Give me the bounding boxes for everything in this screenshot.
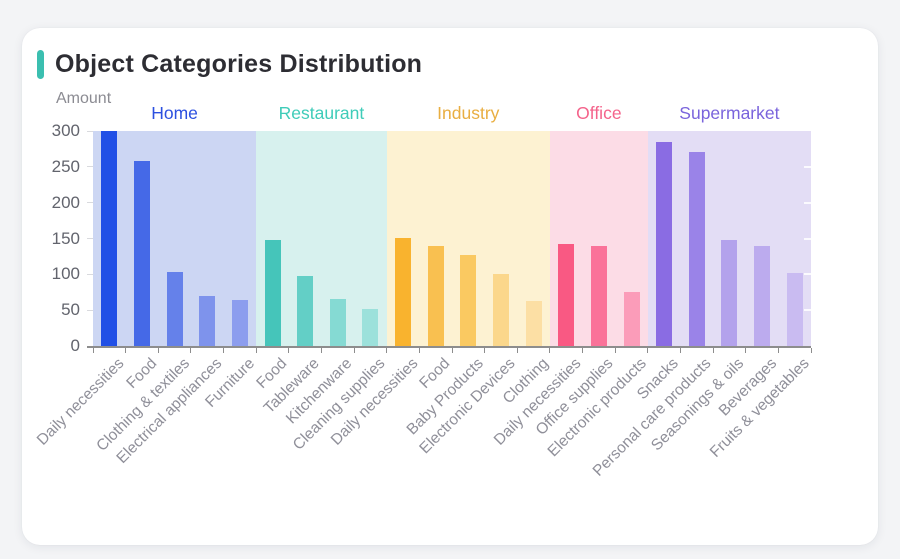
right-tick-mark <box>804 273 811 276</box>
chart-header: Object Categories Distribution <box>37 50 422 79</box>
bar <box>297 275 314 346</box>
x-tick-mark <box>451 348 453 353</box>
y-tick-label: 0 <box>70 336 80 355</box>
x-axis-line <box>87 346 811 348</box>
group-label-office: Office <box>576 103 622 123</box>
x-tick-mark <box>614 348 616 353</box>
bar <box>133 161 150 346</box>
y-tick-mark <box>87 130 93 132</box>
group-label-industry: Industry <box>437 103 500 123</box>
bar <box>590 246 607 346</box>
x-tick-mark <box>549 348 551 353</box>
chart-title: Object Categories Distribution <box>55 50 423 78</box>
x-tick-mark <box>777 348 779 353</box>
x-tick-mark <box>418 348 420 353</box>
y-tick-mark <box>87 309 93 311</box>
x-tick-mark <box>516 348 518 353</box>
bar <box>427 246 444 346</box>
bar <box>231 300 248 346</box>
right-tick-mark <box>804 237 811 240</box>
title-accent-bar <box>37 50 44 79</box>
bar <box>754 245 771 346</box>
bar <box>786 272 803 346</box>
bar <box>166 272 183 346</box>
bar <box>721 239 738 346</box>
right-tick-mark <box>804 201 811 204</box>
y-axis-title: Amount <box>56 90 112 107</box>
x-tick-mark <box>745 348 747 353</box>
y-tick-label: 300 <box>51 121 80 140</box>
group-label-supermarket: Supermarket <box>679 103 780 123</box>
bar <box>362 309 379 346</box>
x-tick-mark <box>810 348 812 353</box>
y-tick-label: 50 <box>61 300 80 320</box>
x-tick-mark <box>288 348 290 353</box>
x-tick-mark <box>125 348 127 353</box>
bar <box>623 292 640 346</box>
bar <box>492 274 509 346</box>
x-tick-mark <box>582 348 584 353</box>
x-tick-mark <box>647 348 649 353</box>
group-label-restaurant: Restaurant <box>278 103 365 123</box>
y-tick-mark <box>87 273 93 275</box>
y-tick-mark <box>87 166 93 168</box>
x-tick-mark <box>223 348 225 353</box>
x-tick-mark <box>255 348 257 353</box>
x-tick-mark <box>484 348 486 353</box>
x-tick-mark <box>386 348 388 353</box>
x-tick-mark <box>157 348 159 353</box>
y-tick-mark <box>87 238 93 239</box>
bar <box>395 237 412 346</box>
x-tick-mark <box>92 348 94 353</box>
x-tick-mark <box>353 348 355 353</box>
bar <box>101 131 118 346</box>
bar <box>656 141 673 346</box>
x-tick-mark <box>679 348 681 353</box>
bar-chart: 0 50 100 150 200 250 300 Home Daily necessities F… <box>22 28 878 545</box>
right-tick-mark <box>804 309 811 312</box>
bar <box>558 244 575 346</box>
x-tick-mark <box>712 348 714 353</box>
y-tick-label: 150 <box>51 228 80 248</box>
x-tick-mark <box>190 348 192 353</box>
right-tick-mark <box>804 165 811 168</box>
bar <box>199 295 216 346</box>
group-label-home: Home <box>151 103 198 123</box>
y-tick-label: 100 <box>51 264 80 284</box>
bar <box>264 239 281 346</box>
bar <box>460 254 477 346</box>
bar <box>329 299 346 346</box>
y-tick-label: 200 <box>51 192 80 212</box>
y-tick-label: 250 <box>51 156 80 176</box>
y-tick-mark <box>87 202 93 204</box>
bar <box>525 300 542 346</box>
bar <box>688 151 705 346</box>
x-tick-mark <box>320 348 322 353</box>
